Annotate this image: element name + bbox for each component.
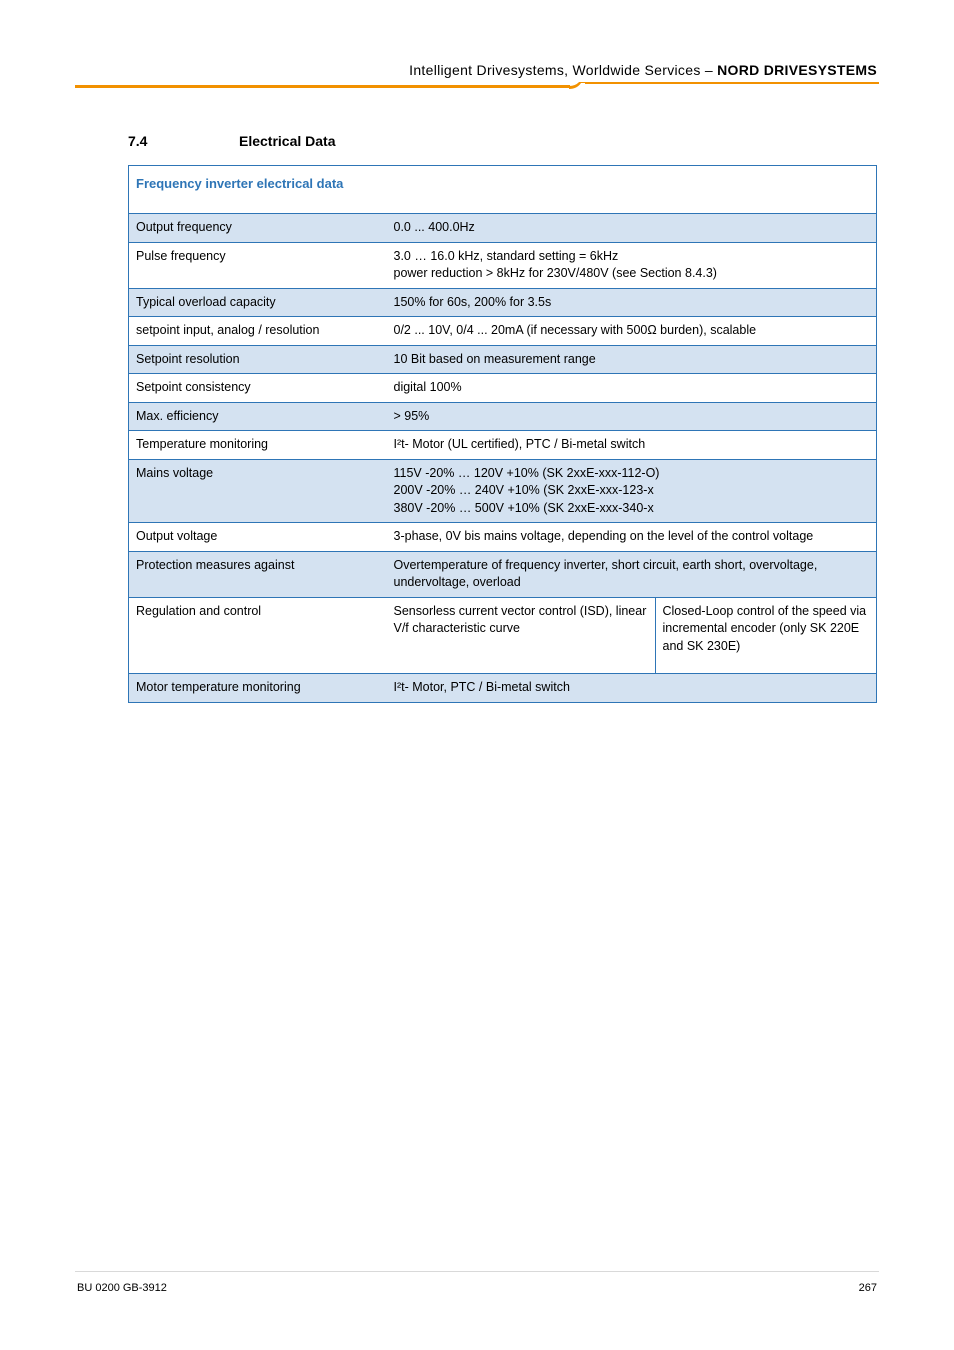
row-value: 0/2 ... 10V, 0/4 ... 20mA (if necessary … <box>387 317 877 346</box>
row-label: Setpoint resolution <box>129 345 387 374</box>
table-row: Setpoint resolution10 Bit based on measu… <box>129 345 877 374</box>
header-prefix: Intelligent Drivesystems, Worldwide Serv… <box>409 62 700 78</box>
table-row: Setpoint consistencydigital 100% <box>129 374 877 403</box>
row-value: 150% for 60s, 200% for 3.5s <box>387 288 877 317</box>
table-row: Output voltage3-phase, 0V bis mains volt… <box>129 523 877 552</box>
table-row: Max. efficiency> 95% <box>129 402 877 431</box>
footer-page: 267 <box>859 1282 877 1294</box>
row-value: 3-phase, 0V bis mains voltage, depending… <box>387 523 877 552</box>
table-row: Mains voltage115V -20% … 120V +10% (SK 2… <box>129 459 877 523</box>
row-label: Regulation and control <box>129 597 387 674</box>
row-value: > 95% <box>387 402 877 431</box>
row-value: 115V -20% … 120V +10% (SK 2xxE-xxx-112-O… <box>387 459 877 523</box>
table-row: Pulse frequency3.0 … 16.0 kHz, standard … <box>129 242 877 288</box>
section-number: 7.4 <box>128 133 147 149</box>
row-value-a: Sensorless current vector control (ISD),… <box>387 598 656 674</box>
row-label: Motor temperature monitoring <box>129 674 387 703</box>
header-rule-left <box>75 85 570 88</box>
row-value: I²t- Motor, PTC / Bi-metal switch <box>387 674 877 703</box>
row-label: Setpoint consistency <box>129 374 387 403</box>
table-row: Temperature monitoringI²t- Motor (UL cer… <box>129 431 877 460</box>
table-row: setpoint input, analog / resolution0/2 .… <box>129 317 877 346</box>
table-row: Motor temperature monitoringI²t- Motor, … <box>129 674 877 703</box>
row-value-split: Sensorless current vector control (ISD),… <box>387 597 877 674</box>
row-label: Protection measures against <box>129 551 387 597</box>
row-value: 3.0 … 16.0 kHz, standard setting = 6kHzp… <box>387 242 877 288</box>
row-label: Temperature monitoring <box>129 431 387 460</box>
footer-rule <box>75 1271 879 1272</box>
row-value-b: Closed-Loop control of the speed via inc… <box>656 598 877 674</box>
header-rule <box>75 84 879 88</box>
row-label: setpoint input, analog / resolution <box>129 317 387 346</box>
table-caption: Frequency inverter electrical data <box>129 166 877 214</box>
row-label: Typical overload capacity <box>129 288 387 317</box>
header-separator: – <box>701 62 717 78</box>
row-label: Pulse frequency <box>129 242 387 288</box>
row-value: 10 Bit based on measurement range <box>387 345 877 374</box>
row-label: Mains voltage <box>129 459 387 523</box>
table-caption-row: Frequency inverter electrical data <box>129 166 877 214</box>
header-company: NORD DRIVESYSTEMS <box>717 62 877 78</box>
table-row: Output frequency0.0 ... 400.0Hz <box>129 214 877 243</box>
row-label: Output frequency <box>129 214 387 243</box>
section-title: Electrical Data <box>239 133 336 149</box>
row-label: Output voltage <box>129 523 387 552</box>
spec-table: Frequency inverter electrical dataOutput… <box>128 165 877 703</box>
header-title: Intelligent Drivesystems, Worldwide Serv… <box>409 62 877 78</box>
row-value: I²t- Motor (UL certified), PTC / Bi-meta… <box>387 431 877 460</box>
row-value: digital 100% <box>387 374 877 403</box>
row-value: Overtemperature of frequency inverter, s… <box>387 551 877 597</box>
table-row: Typical overload capacity150% for 60s, 2… <box>129 288 877 317</box>
footer-docref: BU 0200 GB-3912 <box>77 1282 167 1294</box>
header-rule-right <box>585 82 879 84</box>
row-value: 0.0 ... 400.0Hz <box>387 214 877 243</box>
table-row: Regulation and controlSensorless current… <box>129 597 877 674</box>
row-label: Max. efficiency <box>129 402 387 431</box>
table-row: Protection measures againstOvertemperatu… <box>129 551 877 597</box>
